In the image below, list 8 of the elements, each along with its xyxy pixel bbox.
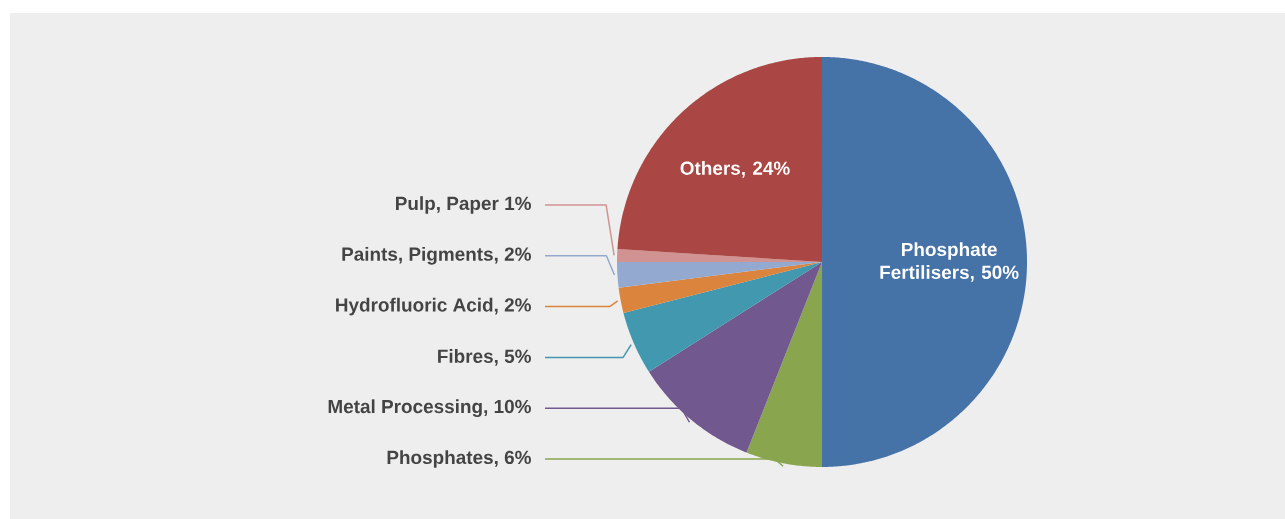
slice-label: Others, 24% (680, 161, 790, 178)
slice-label: Metal Processing, 10% (328, 399, 531, 418)
slice-label: Hydrofluoric Acid, 2% (336, 297, 531, 316)
slice-label: Phosphates, 6% (387, 450, 531, 468)
slice-label: Fibres, 5% (438, 349, 531, 366)
slice-label: Paints, Pigments, 2% (342, 246, 531, 265)
slice-label: Phosphate Fertilisers, 50% (880, 242, 1019, 282)
slice-label: Pulp, Paper 1% (396, 196, 531, 214)
